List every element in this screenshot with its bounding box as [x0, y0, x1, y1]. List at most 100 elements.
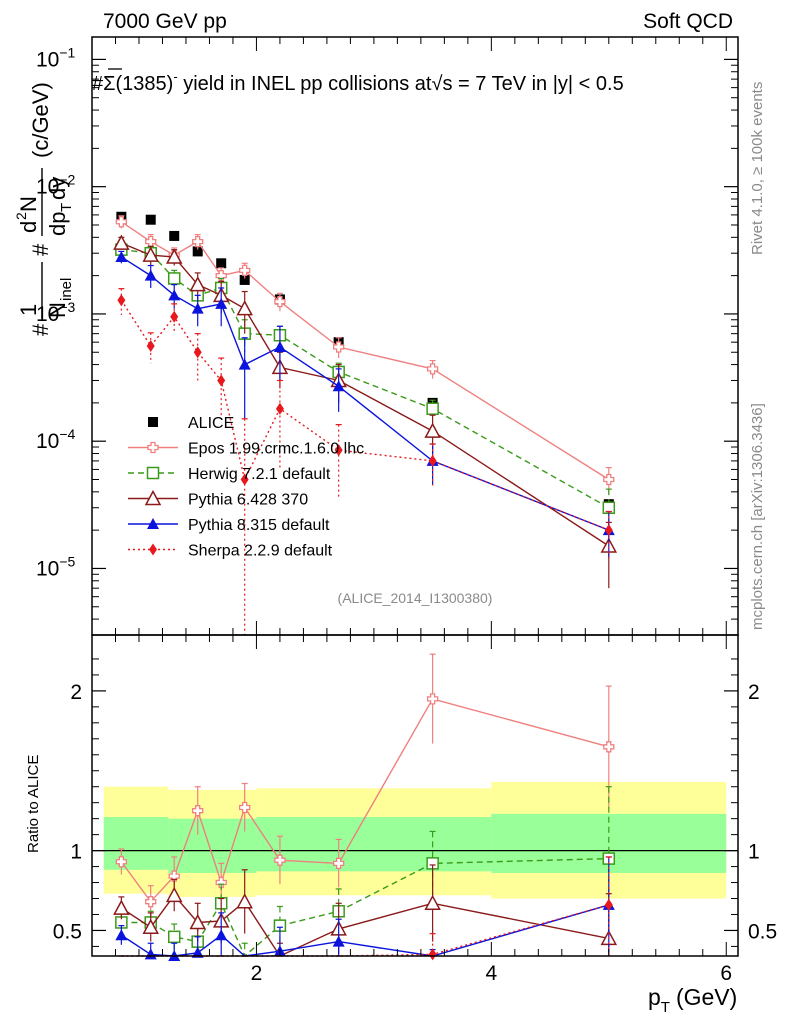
ratio-point-epos — [239, 801, 251, 814]
title-sigma: Σ — [103, 73, 115, 95]
top-point-pythia8 — [215, 297, 228, 309]
xlabel-unit: (GeV) — [676, 984, 737, 1010]
svg-text:#: # — [28, 323, 53, 336]
legend-entry-herwig: Herwig 7.2.1 default — [128, 466, 331, 483]
ratio-point-epos — [115, 856, 128, 868]
top-point-alice — [192, 246, 203, 257]
xtick-label: 2 — [251, 962, 263, 985]
top-point-epos — [603, 473, 615, 486]
ylabel-inel: inel — [58, 278, 75, 301]
top-point-alice — [169, 230, 180, 241]
title-sqrt: √ — [431, 73, 442, 95]
ratio-point-epos — [333, 857, 345, 870]
title-charge: - — [173, 69, 177, 84]
top-point-sherpa — [240, 473, 249, 486]
ylabel-one: 1 — [16, 304, 41, 316]
xtick-label: 6 — [720, 962, 732, 985]
top-point-alice — [216, 258, 227, 269]
ratio-ytick-label: 1 — [70, 841, 82, 864]
top-point-pythia8 — [273, 340, 286, 352]
ylabel-t: T — [58, 203, 75, 212]
ratio-point-herwig — [167, 930, 181, 944]
ratio-ytick-label-right: 1 — [748, 841, 760, 864]
ratio-point-pythia6 — [236, 893, 253, 909]
ylabel-n: N — [45, 302, 70, 318]
title-mid: yield in INEL pp collisions at — [178, 73, 432, 95]
rivet-version-label: Rivet 4.1.0, ≥ 100k events — [749, 82, 766, 255]
top-point-sherpa — [193, 346, 202, 359]
top-point-pythia8 — [238, 358, 251, 370]
top-line-pythia8 — [121, 256, 610, 531]
ratio-ytick-label: 2 — [70, 681, 82, 704]
top-line-sherpa — [120, 299, 610, 531]
top-point-sherpa — [334, 444, 343, 457]
top-point-epos — [215, 269, 227, 282]
ylabel-hash1: # — [28, 323, 53, 336]
ratio-line-herwig — [121, 857, 609, 958]
legend-label: Pythia 8.315 default — [188, 517, 330, 534]
ratio-point-epos — [603, 741, 615, 753]
top-point-epos — [239, 264, 251, 277]
ratio-band-inner — [256, 817, 492, 872]
analysis-watermark: (ALICE_2014_I1300380) — [338, 590, 493, 606]
xtick-label: 4 — [486, 962, 498, 985]
header-right: Soft QCD — [643, 10, 733, 33]
top-point-epos — [333, 341, 345, 353]
top-point-epos — [274, 295, 286, 308]
header-left: 7000 GeV pp — [103, 10, 227, 33]
top-point-pythia6 — [142, 246, 159, 262]
legend-entry-pythia8: Pythia 8.315 default — [128, 517, 330, 534]
legend-marker — [146, 466, 160, 480]
ratio-series-epos — [115, 653, 615, 918]
top-plot-area — [113, 211, 618, 635]
legend-label: Pythia 6.428 370 — [188, 492, 308, 509]
ylabel-unit: (c/GeV) — [28, 82, 53, 158]
title-mass: (1385) — [116, 73, 174, 95]
top-point-pythia8 — [115, 251, 128, 263]
ratio-point-pythia6 — [424, 894, 441, 911]
top-line-pythia6 — [121, 242, 610, 547]
top-point-pythia8 — [332, 380, 345, 392]
title-hash: # — [92, 73, 104, 95]
top-point-sherpa — [117, 294, 126, 307]
top-point-pythia6 — [424, 422, 441, 438]
legend-marker — [147, 518, 159, 529]
ratio-point-pythia8 — [215, 929, 228, 941]
mcplots-label: mcplots.cern.ch [arXiv:1306.3436] — [749, 403, 766, 630]
top-series-sherpa — [117, 288, 613, 635]
top-point-sherpa — [217, 374, 226, 387]
top-ytick-label: 10−4 — [36, 426, 76, 453]
ylabel-n2: N — [16, 196, 41, 212]
legend-entry-pythia6: Pythia 6.428 370 — [128, 489, 308, 509]
ratio-point-epos — [145, 896, 157, 908]
xlabel: pT (GeV) — [648, 984, 737, 1016]
top-point-herwig — [426, 402, 439, 415]
top-point-sherpa — [170, 310, 179, 323]
top-point-herwig — [167, 272, 181, 285]
top-point-epos — [115, 216, 128, 228]
ratio-point-pythia8 — [191, 946, 204, 958]
legend-entry-epos: Epos 1.99.crmc.1.6.0 lhc — [128, 441, 364, 458]
ratio-point-pythia8 — [332, 935, 345, 947]
ratio-point-epos — [426, 693, 439, 705]
legend: ALICE Epos 1.99.crmc.1.6.0 lhc Herwig 7.2.… — [128, 415, 364, 560]
top-point-sherpa — [146, 339, 155, 352]
legend-entry-sherpa: Sherpa 2.2.9 default — [128, 543, 333, 560]
top-point-pythia6 — [236, 300, 253, 316]
top-ytick-label: 10−1 — [36, 44, 76, 71]
top-point-pythia8 — [144, 269, 157, 281]
legend-marker — [149, 543, 157, 556]
ratio-point-pythia6 — [165, 886, 183, 903]
ylabel-hash2: # — [28, 243, 53, 256]
ratio-ylabel: Ratio to ALICE — [25, 755, 42, 853]
top-ytick-label: 10−5 — [36, 553, 76, 580]
legend-marker — [144, 489, 162, 506]
legend-label: ALICE — [188, 415, 234, 432]
ratio-ytick-label-right: 0.5 — [748, 920, 777, 943]
top-point-sherpa — [604, 524, 613, 537]
ratio-point-epos — [274, 854, 286, 866]
top-point-epos — [426, 363, 439, 375]
top-line-epos — [121, 221, 610, 481]
ratio-point-pythia8 — [115, 929, 128, 941]
